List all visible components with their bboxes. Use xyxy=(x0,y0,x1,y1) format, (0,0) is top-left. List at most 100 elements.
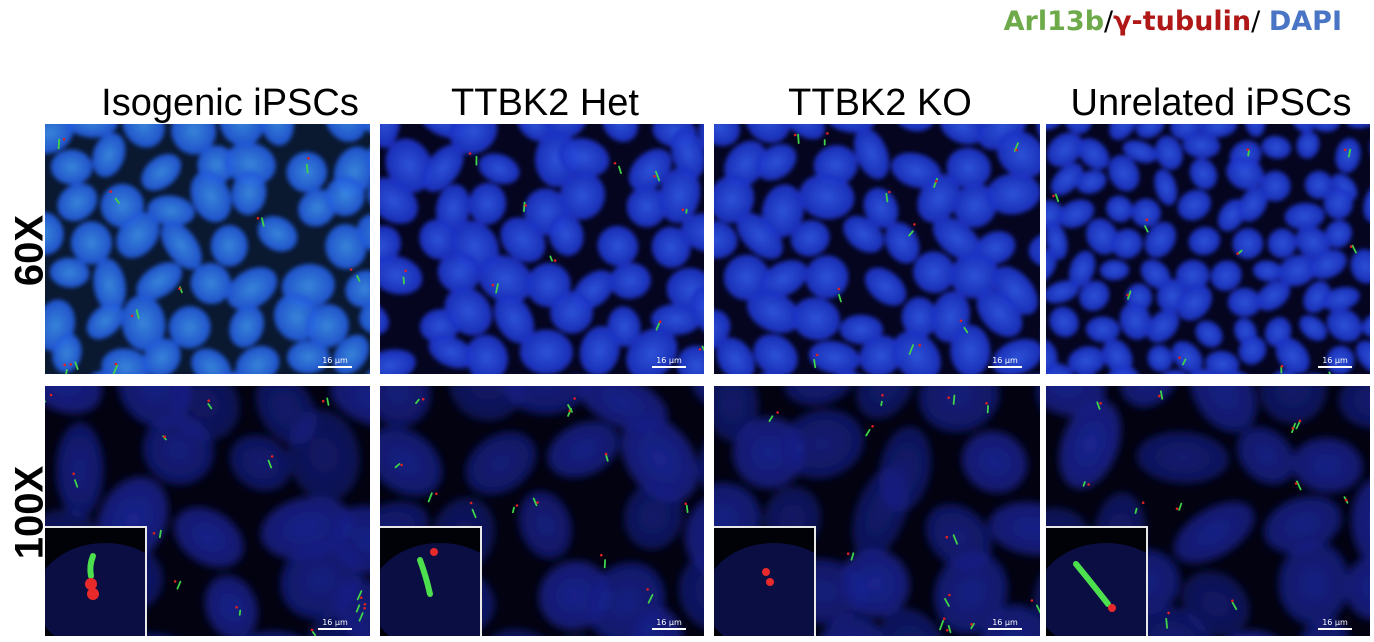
cilium-signal xyxy=(908,344,915,355)
centrosome-signal xyxy=(793,133,797,137)
cell-nucleus xyxy=(168,306,211,349)
cell-nucleus xyxy=(714,386,759,442)
inset-cilium xyxy=(1073,561,1111,607)
centrosome-signal xyxy=(152,532,156,535)
cell-nucleus xyxy=(808,340,861,374)
cell-nucleus xyxy=(1171,341,1203,373)
centrosome-signal xyxy=(1158,394,1161,398)
cell-nucleus xyxy=(516,124,553,142)
centrosome-signal xyxy=(1099,402,1102,405)
centrosome-signal xyxy=(363,606,366,610)
cilium-signal xyxy=(532,497,538,507)
cell-nucleus xyxy=(191,348,231,374)
inset-cilium xyxy=(87,553,96,579)
centrosome-signal xyxy=(468,152,472,155)
cell-nucleus xyxy=(744,124,791,143)
cell-nucleus xyxy=(623,482,684,550)
centrosome-signal xyxy=(684,502,687,506)
cell-nucleus xyxy=(357,213,370,258)
centrosome-signal xyxy=(826,132,829,135)
cell-nucleus xyxy=(1046,249,1057,285)
inset-centrosome xyxy=(762,568,770,576)
centrosome-signal xyxy=(837,287,841,291)
inset-image xyxy=(45,543,145,636)
cell-nucleus xyxy=(792,297,841,341)
cell-nucleus xyxy=(1308,249,1347,280)
cilium-signal xyxy=(944,597,950,607)
cell-nucleus xyxy=(579,325,620,374)
centrosome-signal xyxy=(270,455,274,458)
cell-nucleus xyxy=(1182,132,1221,159)
cell-nucleus xyxy=(190,262,232,305)
cilium-signal xyxy=(176,580,182,590)
cell-nucleus xyxy=(325,224,367,270)
inset-centrosome xyxy=(766,578,774,586)
centrosome-signal xyxy=(109,190,112,193)
centrosome-signal xyxy=(913,223,916,226)
cell-nucleus xyxy=(856,386,915,420)
centrosome-signal xyxy=(435,492,438,496)
cilium-signal xyxy=(1165,617,1168,629)
cell-nucleus xyxy=(779,124,825,140)
cilium-signal xyxy=(135,309,140,320)
centrosome-signal xyxy=(959,319,963,323)
centrosome-signal xyxy=(524,204,527,207)
cell-nucleus xyxy=(1263,495,1343,554)
centrosome-signal xyxy=(114,362,118,366)
cilium-signal xyxy=(1013,142,1019,152)
cell-nucleus xyxy=(1147,344,1173,372)
centrosome-signal xyxy=(935,179,938,183)
cell-nucleus xyxy=(917,174,961,223)
centrosome-signal xyxy=(1280,364,1284,368)
cilium-signal xyxy=(850,552,855,561)
cell-nucleus xyxy=(1079,280,1110,311)
cell-nucleus xyxy=(626,186,667,228)
cell-nucleus xyxy=(1177,189,1212,221)
centrosome-signal xyxy=(815,353,819,357)
scale-bar-label: 16 µm xyxy=(992,618,1018,627)
cell-nucleus xyxy=(1324,219,1353,249)
scale-bar-label: 16 µm xyxy=(1322,618,1348,627)
cell-nucleus xyxy=(64,124,118,138)
cilium-signal xyxy=(1181,358,1187,366)
cell-nucleus xyxy=(1259,170,1291,202)
cilium-signal xyxy=(685,504,689,513)
scale-bar-line xyxy=(1318,366,1352,368)
cilium-signal xyxy=(813,358,817,369)
cilium-signal xyxy=(511,506,515,514)
cell-nucleus xyxy=(1102,339,1133,374)
cell-nucleus xyxy=(229,434,292,492)
cell-nucleus xyxy=(1046,280,1080,304)
cell-nucleus xyxy=(780,409,865,479)
cilium-signal xyxy=(238,609,242,616)
cell-nucleus xyxy=(864,267,907,306)
cell-nucleus xyxy=(602,124,639,143)
cell-nucleus xyxy=(1296,130,1320,159)
centrosome-signal xyxy=(1294,482,1298,485)
scale-bar: 16 µm xyxy=(988,356,1022,368)
cilium-signal xyxy=(1144,225,1149,233)
cilium-signal xyxy=(73,479,79,488)
cell-nucleus xyxy=(190,170,232,223)
magnified-inset xyxy=(45,526,147,636)
cell-nucleus xyxy=(1189,158,1218,190)
centrosome-signal xyxy=(945,535,949,539)
micrograph-image xyxy=(45,124,370,374)
cell-nucleus xyxy=(714,124,741,147)
centrosome-signal xyxy=(947,396,950,399)
cell-nucleus xyxy=(57,183,98,222)
centrosome-signal xyxy=(235,606,238,609)
legend-dapi: DAPI xyxy=(1268,6,1342,37)
cilium-signal xyxy=(495,283,499,294)
cell-nucleus xyxy=(449,124,498,155)
centrosome-signal xyxy=(363,603,367,606)
cell-nucleus xyxy=(985,173,1040,215)
cell-nucleus xyxy=(1363,184,1370,223)
cilium-signal xyxy=(267,459,273,469)
cilium-signal xyxy=(1178,502,1183,511)
cell-nucleus xyxy=(723,254,770,301)
cell-nucleus xyxy=(651,226,691,268)
cell-nucleus xyxy=(659,166,701,224)
cell-nucleus xyxy=(976,289,1023,337)
cell-nucleus xyxy=(287,340,330,374)
